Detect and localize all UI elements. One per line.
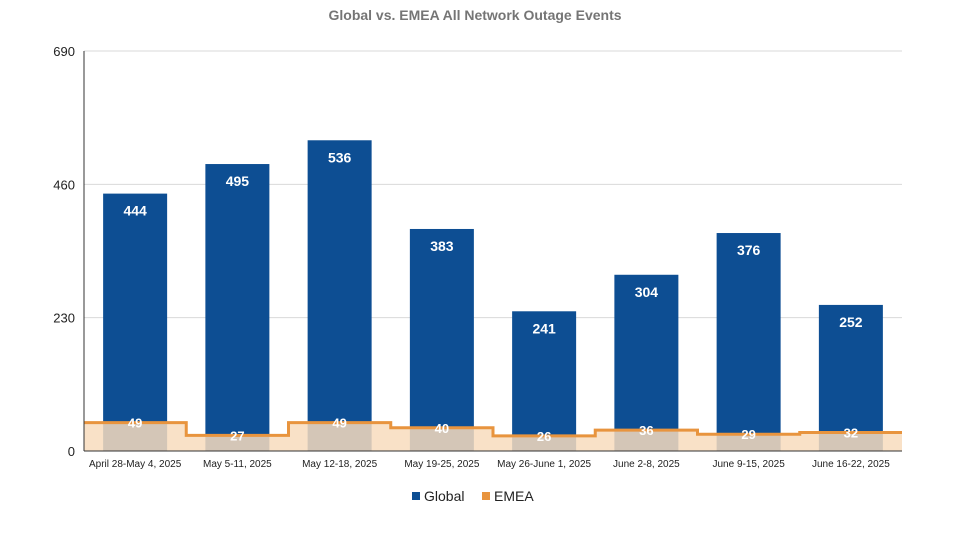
emea-line[interactable] [84, 421, 902, 438]
emea-value-label: 26 [537, 429, 551, 444]
bar-value-label: 241 [532, 320, 556, 336]
emea-value-label: 49 [332, 416, 346, 431]
y-tick-label: 460 [53, 177, 75, 192]
legend-label[interactable]: EMEA [494, 488, 534, 504]
x-tick-label: June 16-22, 2025 [812, 459, 890, 470]
legend-label[interactable]: Global [424, 488, 464, 504]
y-tick-label: 0 [68, 444, 75, 459]
y-tick-label: 230 [53, 311, 75, 326]
bar-value-label: 495 [226, 173, 250, 189]
data-labels: 444 495 536 383 241 304 376 252 49 27 49 40 26 36 29 32 [123, 149, 862, 444]
bar-value-label: 376 [737, 242, 761, 258]
legend[interactable]: Global EMEA [412, 488, 534, 504]
emea-value-label: 49 [128, 416, 142, 431]
x-tick-label: May 12-18, 2025 [302, 459, 377, 470]
emea-value-label: 36 [639, 423, 653, 438]
emea-value-label: 40 [435, 421, 449, 436]
emea-area [84, 421, 902, 451]
bar-value-label: 252 [839, 314, 863, 330]
bar-global[interactable] [205, 164, 270, 452]
bar-value-label: 383 [430, 238, 454, 254]
x-tick-label: May 19-25, 2025 [404, 459, 479, 470]
bar-global[interactable] [103, 193, 168, 451]
x-tick-label: June 9-15, 2025 [712, 459, 785, 470]
bar-value-label: 304 [635, 284, 659, 300]
axes: 0 230 460 690 April 28-May 4, 2025 May 5-11, … [53, 44, 902, 470]
bar-value-label: 444 [123, 203, 147, 219]
bar-global[interactable] [818, 304, 883, 451]
x-tick-label: May 26-June 1, 2025 [497, 459, 591, 470]
bar-value-label: 536 [328, 149, 352, 165]
chart-title: Global vs. EMEA All Network Outage Event… [328, 7, 621, 23]
bar-global[interactable] [409, 228, 474, 451]
x-tick-label: April 28-May 4, 2025 [89, 459, 182, 470]
emea-value-label: 27 [230, 428, 244, 443]
legend-swatch [482, 492, 490, 500]
x-tick-label: June 2-8, 2025 [613, 459, 680, 470]
y-tick-label: 690 [53, 44, 75, 59]
bar-global[interactable] [307, 140, 372, 451]
emea-value-label: 29 [741, 427, 755, 442]
bar-global[interactable] [512, 311, 577, 451]
bar-global[interactable] [614, 274, 679, 451]
x-tick-label: May 5-11, 2025 [203, 459, 272, 470]
legend-swatch [412, 492, 420, 500]
global-bars [103, 140, 883, 452]
bar-global[interactable] [716, 233, 781, 451]
emea-value-label: 32 [844, 425, 858, 440]
